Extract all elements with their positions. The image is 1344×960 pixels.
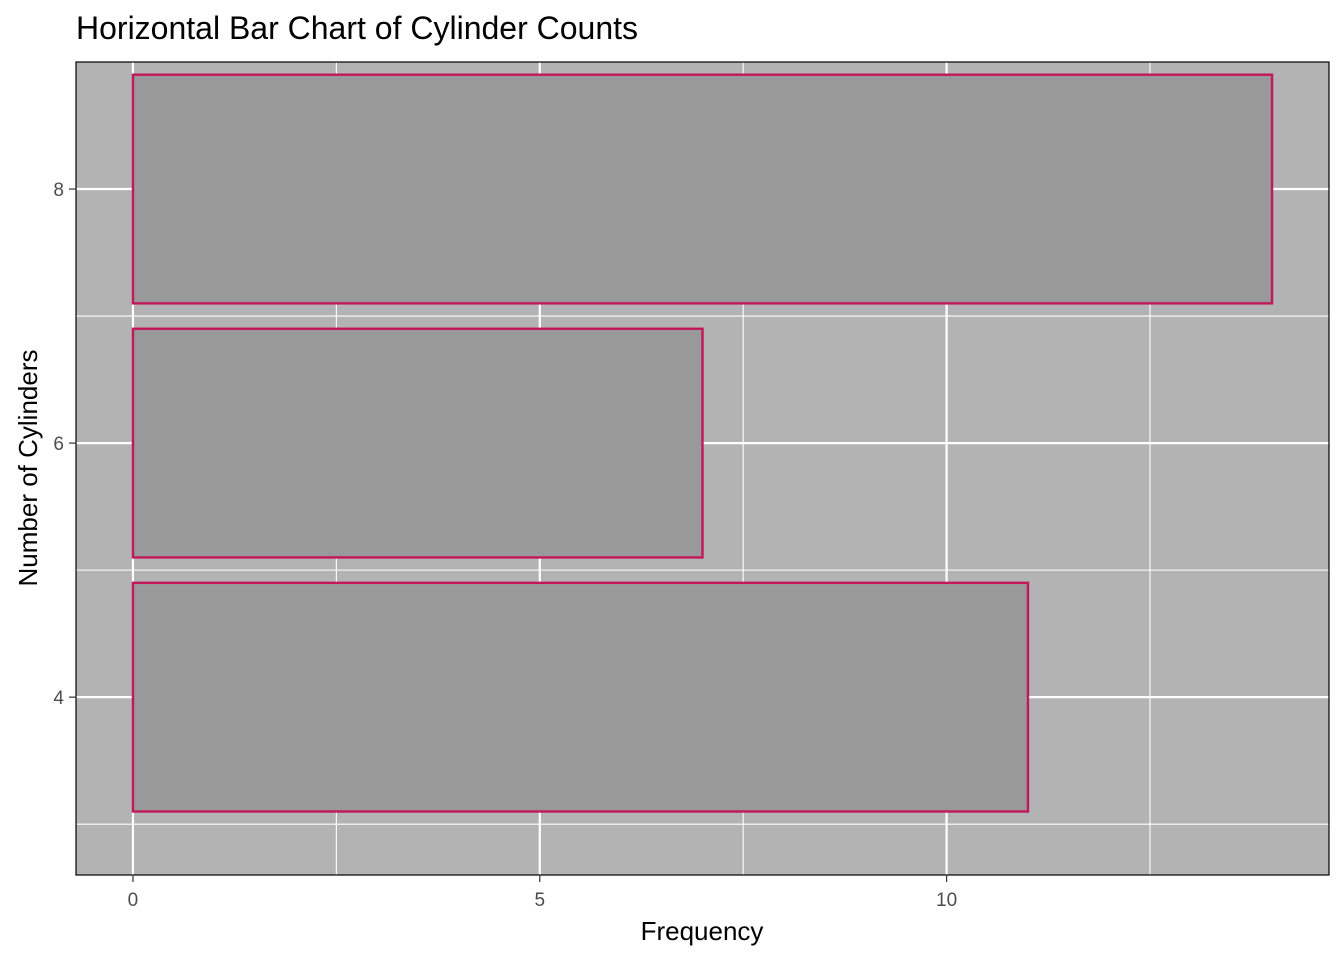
y-axis-title: Number of Cylinders [13, 350, 43, 587]
y-tick-label: 8 [53, 180, 64, 201]
bar-cyl-4 [131, 581, 1030, 813]
y-axis-ticks: 4 6 8 [53, 180, 76, 709]
bar-cyl-6 [131, 327, 704, 559]
chart-title: Horizontal Bar Chart of Cylinder Counts [76, 10, 638, 46]
x-axis-title: Frequency [641, 916, 764, 946]
bars [131, 73, 1274, 813]
x-tick-label: 0 [128, 890, 139, 911]
x-tick-label: 10 [936, 890, 957, 911]
y-tick-label: 6 [53, 434, 64, 455]
y-tick-label: 4 [53, 688, 64, 709]
plot-panel-border [75, 61, 1330, 876]
bar-cyl-8 [131, 73, 1274, 305]
x-tick-label: 5 [534, 890, 545, 911]
x-axis-ticks: 0 5 10 [128, 875, 957, 911]
